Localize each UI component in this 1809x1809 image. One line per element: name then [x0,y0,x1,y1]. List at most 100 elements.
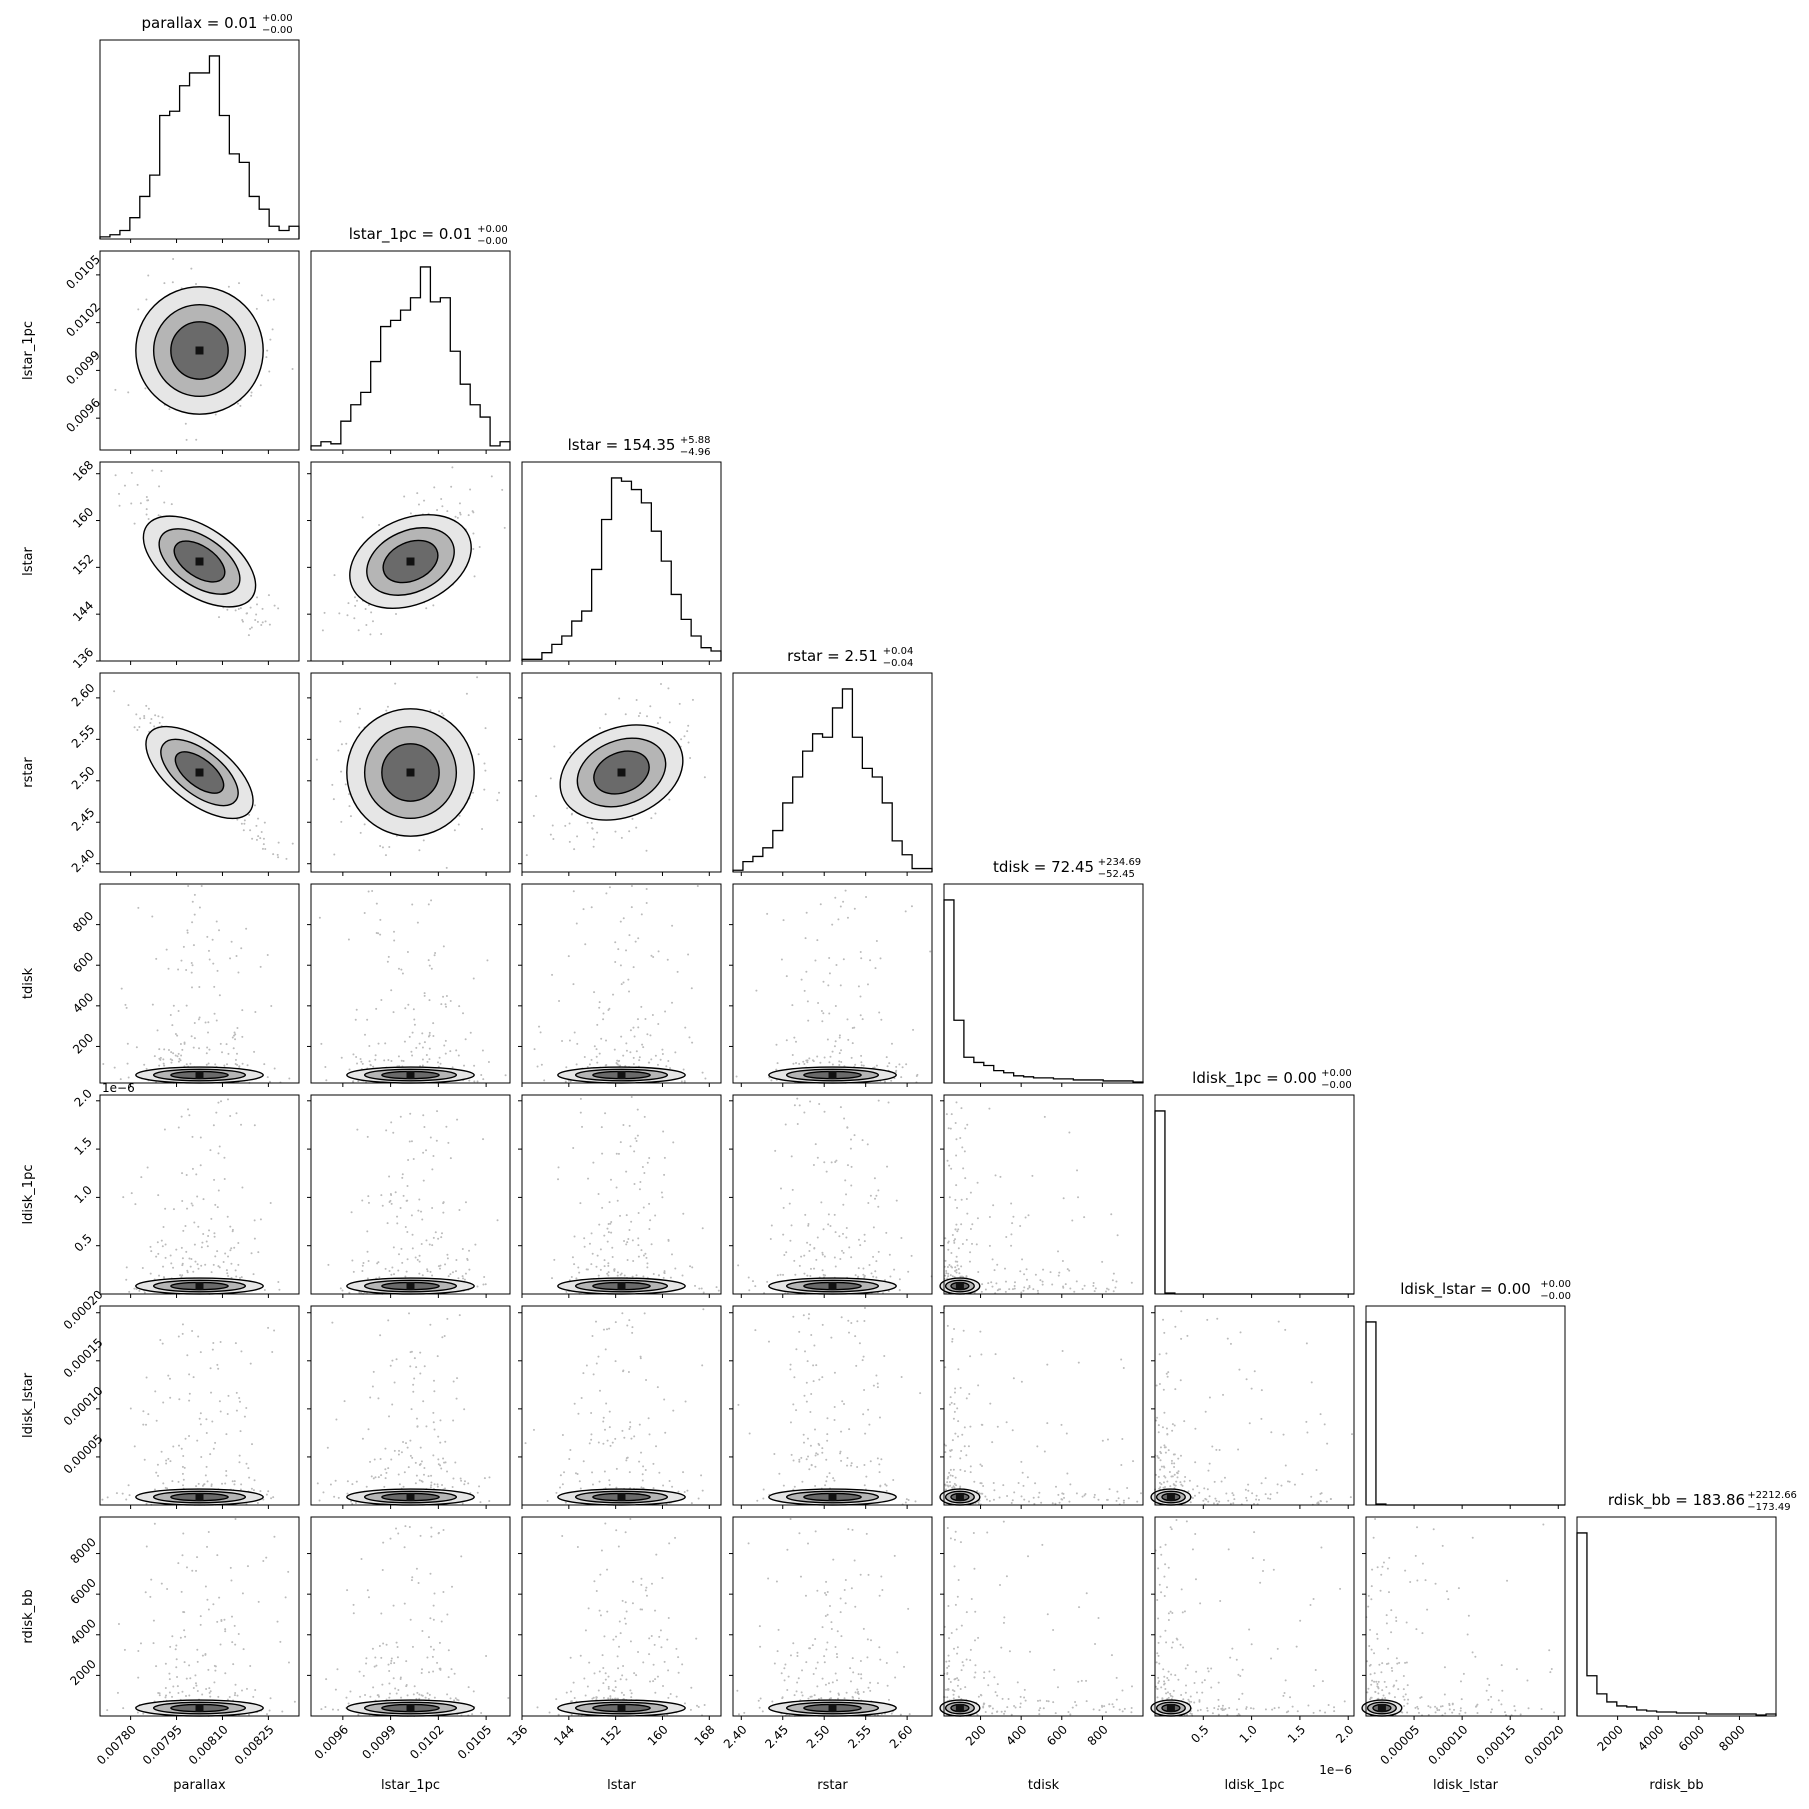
panel-ldisk_1pc-vs-ldisk_1pc: ldisk_1pc = 0.00 +0.00−0.00 [1154,1068,1355,1298]
sample-point [191,1167,194,1170]
sample-point [833,1213,836,1216]
sample-point [127,704,130,707]
sample-point [125,1266,128,1269]
sample-point [425,1053,428,1056]
panel-rstar-vs-lstar_1pc [307,672,511,876]
sample-point [215,920,218,923]
sample-point [268,1080,271,1083]
sample-point [361,1437,364,1440]
sample-point [253,1219,256,1222]
sample-point [957,1228,960,1231]
sample-point [181,1274,184,1277]
sample-point [126,1042,129,1045]
sample-point [620,1035,623,1038]
sample-point [568,822,571,825]
sample-point [423,1041,426,1044]
axes-frame [310,461,511,662]
sample-point [779,1187,782,1190]
sample-point [216,969,219,972]
sample-point [139,717,142,720]
sample-point [831,923,834,926]
sample-point [683,735,686,738]
sample-point [483,1275,486,1278]
sample-point [615,1062,618,1065]
sample-point [428,1058,431,1061]
sample-point [456,1118,459,1121]
sample-point [840,1060,843,1063]
sample-point [955,1101,958,1104]
sample-point [246,612,249,615]
sample-point [809,1243,812,1246]
sample-point [185,1063,188,1066]
sample-point [251,1443,254,1446]
sample-point [687,724,690,727]
sample-point [606,1227,609,1230]
sample-point [796,1097,799,1100]
sample-point [122,1196,125,1199]
sample-point [177,1335,180,1338]
sample-point [442,945,445,948]
sample-point [162,1482,165,1485]
sample-point [225,1474,228,1477]
sample-point [988,1244,991,1247]
sample-point [451,1486,454,1489]
sample-point [188,1392,191,1395]
sample-point [628,1229,631,1232]
sample-point [354,1502,357,1505]
sample-point [240,822,243,825]
sample-point [401,1176,404,1179]
sample-point [629,1051,632,1054]
sample-point [553,1258,556,1261]
sample-point [476,1491,479,1494]
sample-point [432,1411,435,1414]
sample-point [954,1266,957,1269]
sample-point [236,818,239,821]
sample-point [854,1274,857,1277]
sample-point [637,1255,640,1258]
sample-point [629,1421,632,1424]
sample-point [393,1273,396,1276]
sample-point [438,1267,441,1270]
sample-point [191,900,194,903]
sample-point [156,1029,159,1032]
sample-point [245,927,248,930]
sample-point [472,532,475,535]
sample-point [747,1276,750,1279]
sample-point [379,844,382,847]
sample-point [838,1060,841,1063]
sample-point [843,1117,846,1120]
sample-point [474,1243,477,1246]
sample-point [186,1354,189,1357]
axes-frame [99,461,300,662]
sample-point [369,1460,372,1463]
sample-point [410,1050,413,1053]
sample-point [265,356,268,359]
sample-point [129,1407,132,1410]
sample-point [355,1008,358,1011]
sample-point [365,623,368,626]
sample-point [861,1018,864,1021]
panel-parallax-vs-parallax: parallax = 0.01 +0.00−0.00 [99,13,300,243]
sample-point [387,1059,390,1062]
sample-point [602,1018,605,1021]
sample-point [278,1288,281,1291]
sample-point [388,846,391,849]
sample-point [458,1209,461,1212]
sample-point [646,1266,649,1269]
sample-point [635,1050,638,1053]
sample-point [602,1416,605,1419]
sample-point [463,1064,466,1067]
sample-point [172,1266,175,1269]
sample-point [211,1348,214,1351]
sample-point [161,1342,164,1345]
sample-point [898,1289,901,1292]
sample-point [415,1417,418,1420]
sample-point [391,1359,394,1362]
sample-point [256,1501,259,1504]
sample-point [628,1124,631,1127]
sample-point [365,1485,368,1488]
sample-point [701,1489,704,1492]
sample-point [849,1147,852,1150]
sample-point [323,611,326,614]
sample-point [192,944,195,947]
